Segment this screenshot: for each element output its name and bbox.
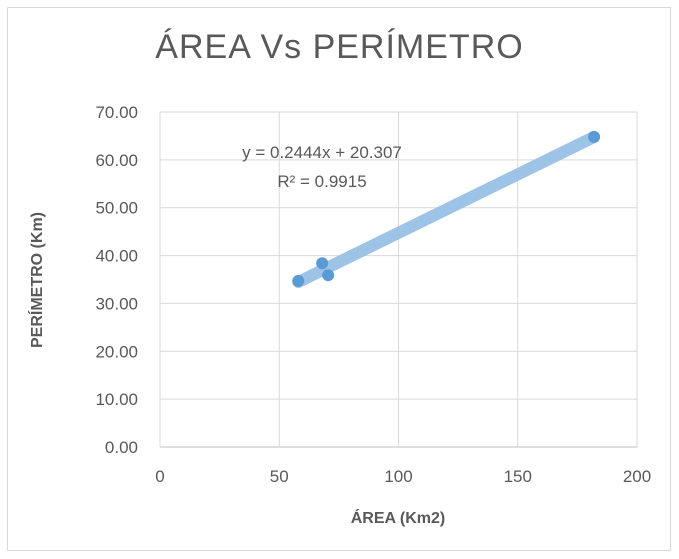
gridlines (159, 111, 638, 448)
y-tick-label: 10.00 (95, 390, 138, 409)
x-tick-label: 0 (155, 467, 164, 486)
y-tick-label: 20.00 (95, 342, 138, 361)
y-tick-label: 30.00 (95, 294, 138, 313)
y-axis-title: PERÍMETRO (Km) (27, 212, 46, 348)
chart-title: ÁREA Vs PERÍMETRO (155, 28, 524, 66)
y-tick-label: 0.00 (105, 438, 138, 457)
trendline (292, 130, 601, 288)
trendline-equation: y = 0.2444x + 20.307 (242, 143, 402, 162)
data-point (322, 269, 335, 282)
x-tick-label: 150 (504, 467, 532, 486)
y-tick-label: 40.00 (95, 247, 138, 266)
x-axis-title: ÁREA (Km2) (351, 508, 446, 527)
trendline-group (292, 130, 601, 288)
data-point (292, 274, 305, 287)
data-point (588, 130, 601, 143)
x-tick-label: 50 (270, 467, 289, 486)
trendline-r-squared: R² = 0.9915 (277, 172, 366, 191)
data-points (292, 130, 601, 287)
y-tick-label: 50.00 (95, 199, 138, 218)
x-tick-label: 100 (384, 467, 412, 486)
x-tick-labels: 0 50 100 150 200 (155, 467, 651, 486)
data-point (316, 257, 329, 270)
x-tick-label: 200 (623, 467, 651, 486)
y-tick-labels: 0.00 10.00 20.00 30.00 40.00 50.00 60.00 70.00 (95, 103, 138, 457)
y-tick-label: 70.00 (95, 103, 138, 122)
chart-frame (7, 7, 671, 551)
y-tick-label: 60.00 (95, 151, 138, 170)
